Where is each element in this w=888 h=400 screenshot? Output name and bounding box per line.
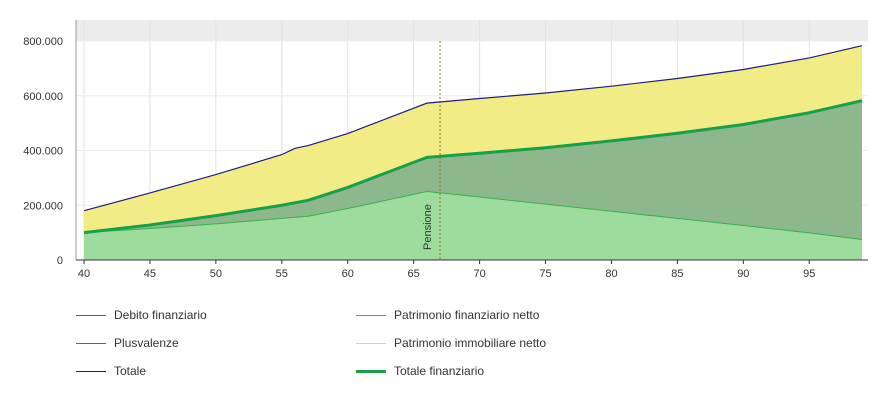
x-tick-label: 90 [737,268,749,280]
x-tick-label: 50 [210,268,222,280]
y-tick-label: 200.000 [23,200,63,212]
annotation-pensione-label: Pensione [422,204,434,250]
line-totale [83,45,863,212]
legend-label: Totale finanziario [394,364,485,378]
legend-label: Totale [114,364,147,378]
x-tick-label: 60 [342,268,354,280]
x-tick-label: 70 [473,268,485,280]
plot-header-band [76,20,868,41]
area-patrimonio-finanziario-netto [84,191,862,260]
line-patrimonio-finanziario-netto [83,191,863,240]
y-tick-label: 600.000 [23,91,63,103]
legend-swatch-patrimonio-finanziario-netto [356,314,386,316]
x-tick-label: 55 [276,268,288,280]
x-tick-label: 45 [144,268,156,280]
x-tick-label: 65 [408,268,420,280]
y-tick-label: 800.000 [23,36,63,48]
x-tick-label: 75 [539,268,551,280]
x-tick-label: 80 [605,268,617,280]
legend-swatch-totale-finanziario [356,369,386,373]
legend-item-totale-finanziario[interactable]: Totale finanziario [356,364,484,378]
legend-item-debito-finanziario[interactable]: Debito finanziario [76,308,207,322]
legend-item-plusvalenze[interactable]: Plusvalenze [76,336,179,350]
line-totale-finanziario [83,99,863,235]
y-tick-label: 0 [57,255,63,267]
legend-label: Patrimonio immobiliare netto [394,336,547,350]
legend-swatch-patrimonio-immobiliare-netto [356,342,386,344]
legend-label: Debito finanziario [114,308,207,322]
legend-item-totale[interactable]: Totale [76,364,146,378]
legend-label: Patrimonio finanziario netto [394,308,540,322]
x-tick-label: 85 [671,268,683,280]
x-tick-label: 95 [803,268,815,280]
legend-item-patrimonio-finanziario-netto[interactable]: Patrimonio finanziario netto [356,308,539,322]
chart-svg: Pensione 40 45 50 55 60 65 70 75 80 85 90 95 0 200.000… [23,20,868,280]
legend-swatch-plusvalenze [76,342,106,344]
legend-label: Plusvalenze [114,336,179,350]
legend-swatch-totale [76,370,106,372]
legend-item-patrimonio-immobiliare-netto[interactable]: Patrimonio immobiliare netto [356,336,546,350]
x-tick-label: 40 [78,268,90,280]
y-tick-label: 400.000 [23,146,63,158]
legend-swatch-debito-finanziario [76,314,106,316]
